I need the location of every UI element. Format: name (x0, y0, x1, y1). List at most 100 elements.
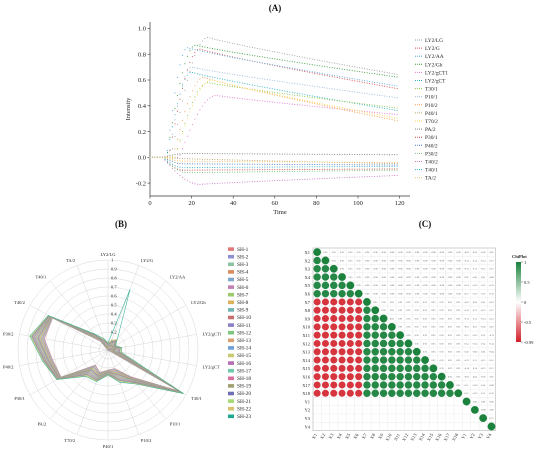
data-point (301, 56, 303, 58)
data-point (334, 164, 336, 166)
data-point (254, 84, 256, 87)
data-point (364, 161, 366, 163)
radar-spoke (29, 304, 109, 351)
corr-circle (330, 373, 338, 381)
corr-value: 0.95 (398, 318, 403, 320)
corr-circle (441, 401, 443, 402)
data-point (201, 183, 203, 185)
data-point (391, 165, 393, 167)
corr-circle (316, 401, 318, 402)
data-point (276, 80, 278, 82)
series-p30-1 (149, 156, 398, 171)
corr-value: -0.15 (489, 393, 495, 395)
data-point (239, 166, 241, 168)
data-point (256, 77, 258, 79)
data-point (196, 169, 198, 171)
data-point (331, 67, 333, 69)
data-point (219, 95, 221, 97)
data-point (169, 139, 171, 141)
data-point (271, 64, 273, 66)
data-point (294, 97, 296, 100)
data-point (344, 78, 346, 80)
corr-circle (449, 409, 451, 411)
corr-circle (338, 289, 346, 298)
data-point (356, 170, 358, 172)
data-point (379, 94, 381, 96)
data-point (271, 166, 273, 168)
data-point (249, 161, 251, 163)
data-point (219, 160, 221, 163)
data-point (314, 161, 316, 163)
data-point (231, 171, 233, 173)
data-point (304, 99, 306, 102)
data-point (264, 100, 266, 102)
corr-value: -0.90 (431, 293, 437, 295)
data-point (219, 84, 221, 86)
data-point (299, 56, 301, 58)
data-point (351, 166, 353, 168)
data-point (194, 96, 196, 98)
data-point (306, 63, 308, 65)
corr-circle (371, 306, 380, 315)
data-point (334, 161, 336, 163)
data-point (351, 79, 353, 81)
corr-value: 0.95 (440, 360, 445, 362)
data-point (296, 170, 298, 172)
radar-r-tick: 0.6 (111, 294, 117, 299)
data-point (266, 180, 268, 182)
corr-value: -0.03 (464, 252, 470, 254)
data-point (271, 57, 273, 60)
data-point (181, 132, 183, 134)
data-point (346, 90, 348, 92)
corr-value: 0.12 (481, 335, 486, 337)
data-point (229, 166, 231, 168)
corr-circle (333, 426, 335, 427)
legend-swatch (228, 346, 234, 350)
corr-value: 0.95 (456, 310, 461, 312)
data-point (284, 166, 286, 168)
radar-series-sh-11 (37, 316, 182, 393)
data-point (246, 171, 248, 173)
col-label-x6: X6 (352, 432, 359, 440)
data-point (361, 153, 363, 156)
data-point (286, 161, 288, 163)
data-point (364, 168, 366, 170)
data-point (284, 66, 286, 68)
corr-value: -0.90 (365, 269, 371, 271)
data-point (199, 158, 201, 160)
corr-value: 0.13 (489, 269, 494, 271)
corr-value: -0.12 (481, 310, 487, 312)
data-point (259, 56, 261, 58)
data-point (164, 159, 166, 161)
data-point (191, 105, 193, 107)
corr-value: 0.95 (390, 310, 395, 312)
legend-label-t30-1: T30/1 (425, 87, 438, 93)
data-point (171, 110, 174, 112)
corr-value: -0.90 (439, 293, 445, 295)
data-point (279, 92, 281, 94)
radar-series-sh-16 (34, 315, 183, 394)
corr-value: 0.95 (456, 376, 461, 378)
data-point (229, 153, 231, 155)
data-point (314, 178, 316, 180)
data-point (371, 105, 373, 107)
data-point (151, 156, 154, 158)
data-point (291, 170, 293, 172)
data-point (191, 48, 193, 50)
data-point (251, 171, 253, 173)
radar-axis-label-ly2-gh: LY2/Gh (191, 300, 206, 305)
data-point (309, 71, 311, 73)
data-point (299, 93, 301, 95)
data-point (349, 176, 351, 178)
corr-circle (346, 373, 354, 381)
data-point (359, 161, 361, 163)
corr-value: -0.13 (489, 293, 495, 295)
data-point (179, 93, 181, 96)
corr-value: 0.95 (440, 343, 445, 345)
data-point (254, 153, 256, 155)
data-point (286, 169, 288, 171)
data-point (356, 153, 358, 156)
series-ly2-gh (149, 44, 398, 158)
data-point (291, 98, 293, 100)
corr-circle (325, 417, 326, 419)
